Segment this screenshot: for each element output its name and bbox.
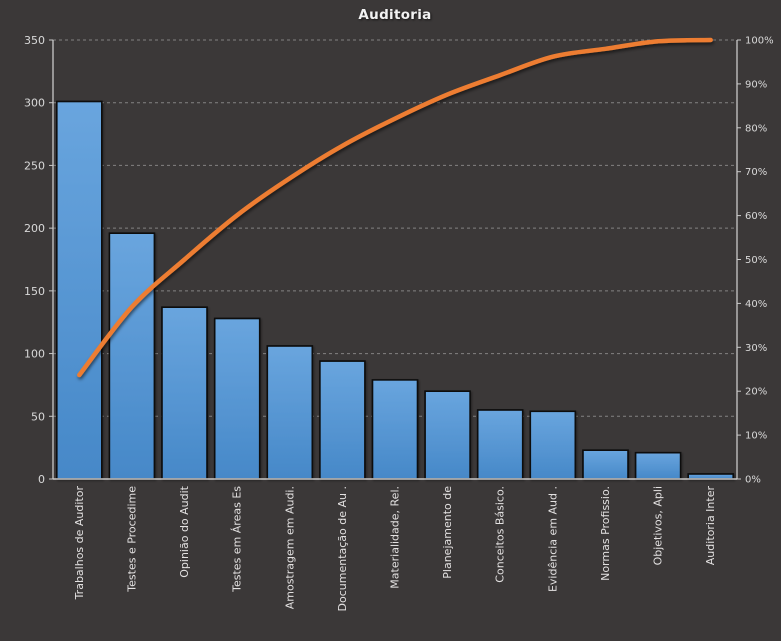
left-axis-tick-label: 50 bbox=[31, 410, 45, 423]
right-axis-tick-label: 0% bbox=[745, 475, 761, 486]
right-axis-tick-label: 50% bbox=[745, 255, 767, 266]
bar[interactable] bbox=[424, 390, 471, 480]
right-axis-tick-label: 90% bbox=[745, 79, 767, 90]
left-axis-tick-label: 200 bbox=[24, 222, 45, 235]
bar[interactable] bbox=[266, 345, 314, 480]
left-axis-tick-label: 150 bbox=[24, 285, 45, 298]
right-axis-tick-label: 70% bbox=[745, 167, 767, 178]
right-axis-tick-label: 30% bbox=[745, 343, 767, 354]
bar[interactable] bbox=[371, 379, 419, 480]
left-axis-tick-label: 100 bbox=[24, 348, 45, 361]
chart-title: Auditoria bbox=[358, 7, 432, 23]
category-label: Evidência em Aud . bbox=[546, 486, 559, 592]
right-axis-tick-label: 40% bbox=[745, 299, 767, 310]
bar[interactable] bbox=[476, 409, 524, 480]
right-axis-tick-label: 80% bbox=[745, 123, 767, 134]
category-label: Trabalhos de Auditor bbox=[73, 486, 86, 601]
category-label: Opinião do Audit bbox=[178, 485, 191, 577]
category-label: Conceitos Básico. bbox=[494, 486, 507, 583]
category-label: Testes e Procedime bbox=[125, 486, 138, 593]
bar[interactable] bbox=[634, 451, 682, 480]
category-label: Planejamento de bbox=[441, 486, 454, 579]
bar[interactable] bbox=[529, 410, 577, 480]
left-axis-tick-label: 350 bbox=[24, 34, 45, 47]
category-label: Materialidade, Rel. bbox=[389, 486, 402, 589]
category-label: Auditoria Inter bbox=[704, 486, 717, 566]
category-label: Amostragem em Audi. bbox=[283, 486, 296, 609]
bar[interactable] bbox=[161, 306, 208, 480]
bar[interactable] bbox=[108, 232, 156, 480]
category-label: Testes em Áreas Es bbox=[231, 486, 244, 593]
right-axis-tick-label: 20% bbox=[745, 387, 767, 398]
category-label: Objetivos, Apli bbox=[652, 486, 665, 565]
bar[interactable] bbox=[582, 449, 629, 480]
bar[interactable] bbox=[213, 317, 261, 480]
bar[interactable] bbox=[55, 100, 103, 480]
right-axis-tick-label: 60% bbox=[745, 211, 767, 222]
left-axis-tick-label: 250 bbox=[24, 159, 45, 172]
left-axis-tick-label: 0 bbox=[38, 473, 45, 486]
right-axis-tick-label: 10% bbox=[745, 431, 767, 442]
bar-series bbox=[55, 100, 735, 480]
category-label: Documentação de Au . bbox=[336, 486, 349, 611]
cumulative-line[interactable] bbox=[77, 37, 713, 378]
right-axis-tick-label: 100% bbox=[745, 36, 774, 47]
left-axis-tick-label: 300 bbox=[24, 97, 45, 110]
category-label: Normas Profissio. bbox=[599, 486, 612, 581]
bar[interactable] bbox=[319, 360, 366, 480]
